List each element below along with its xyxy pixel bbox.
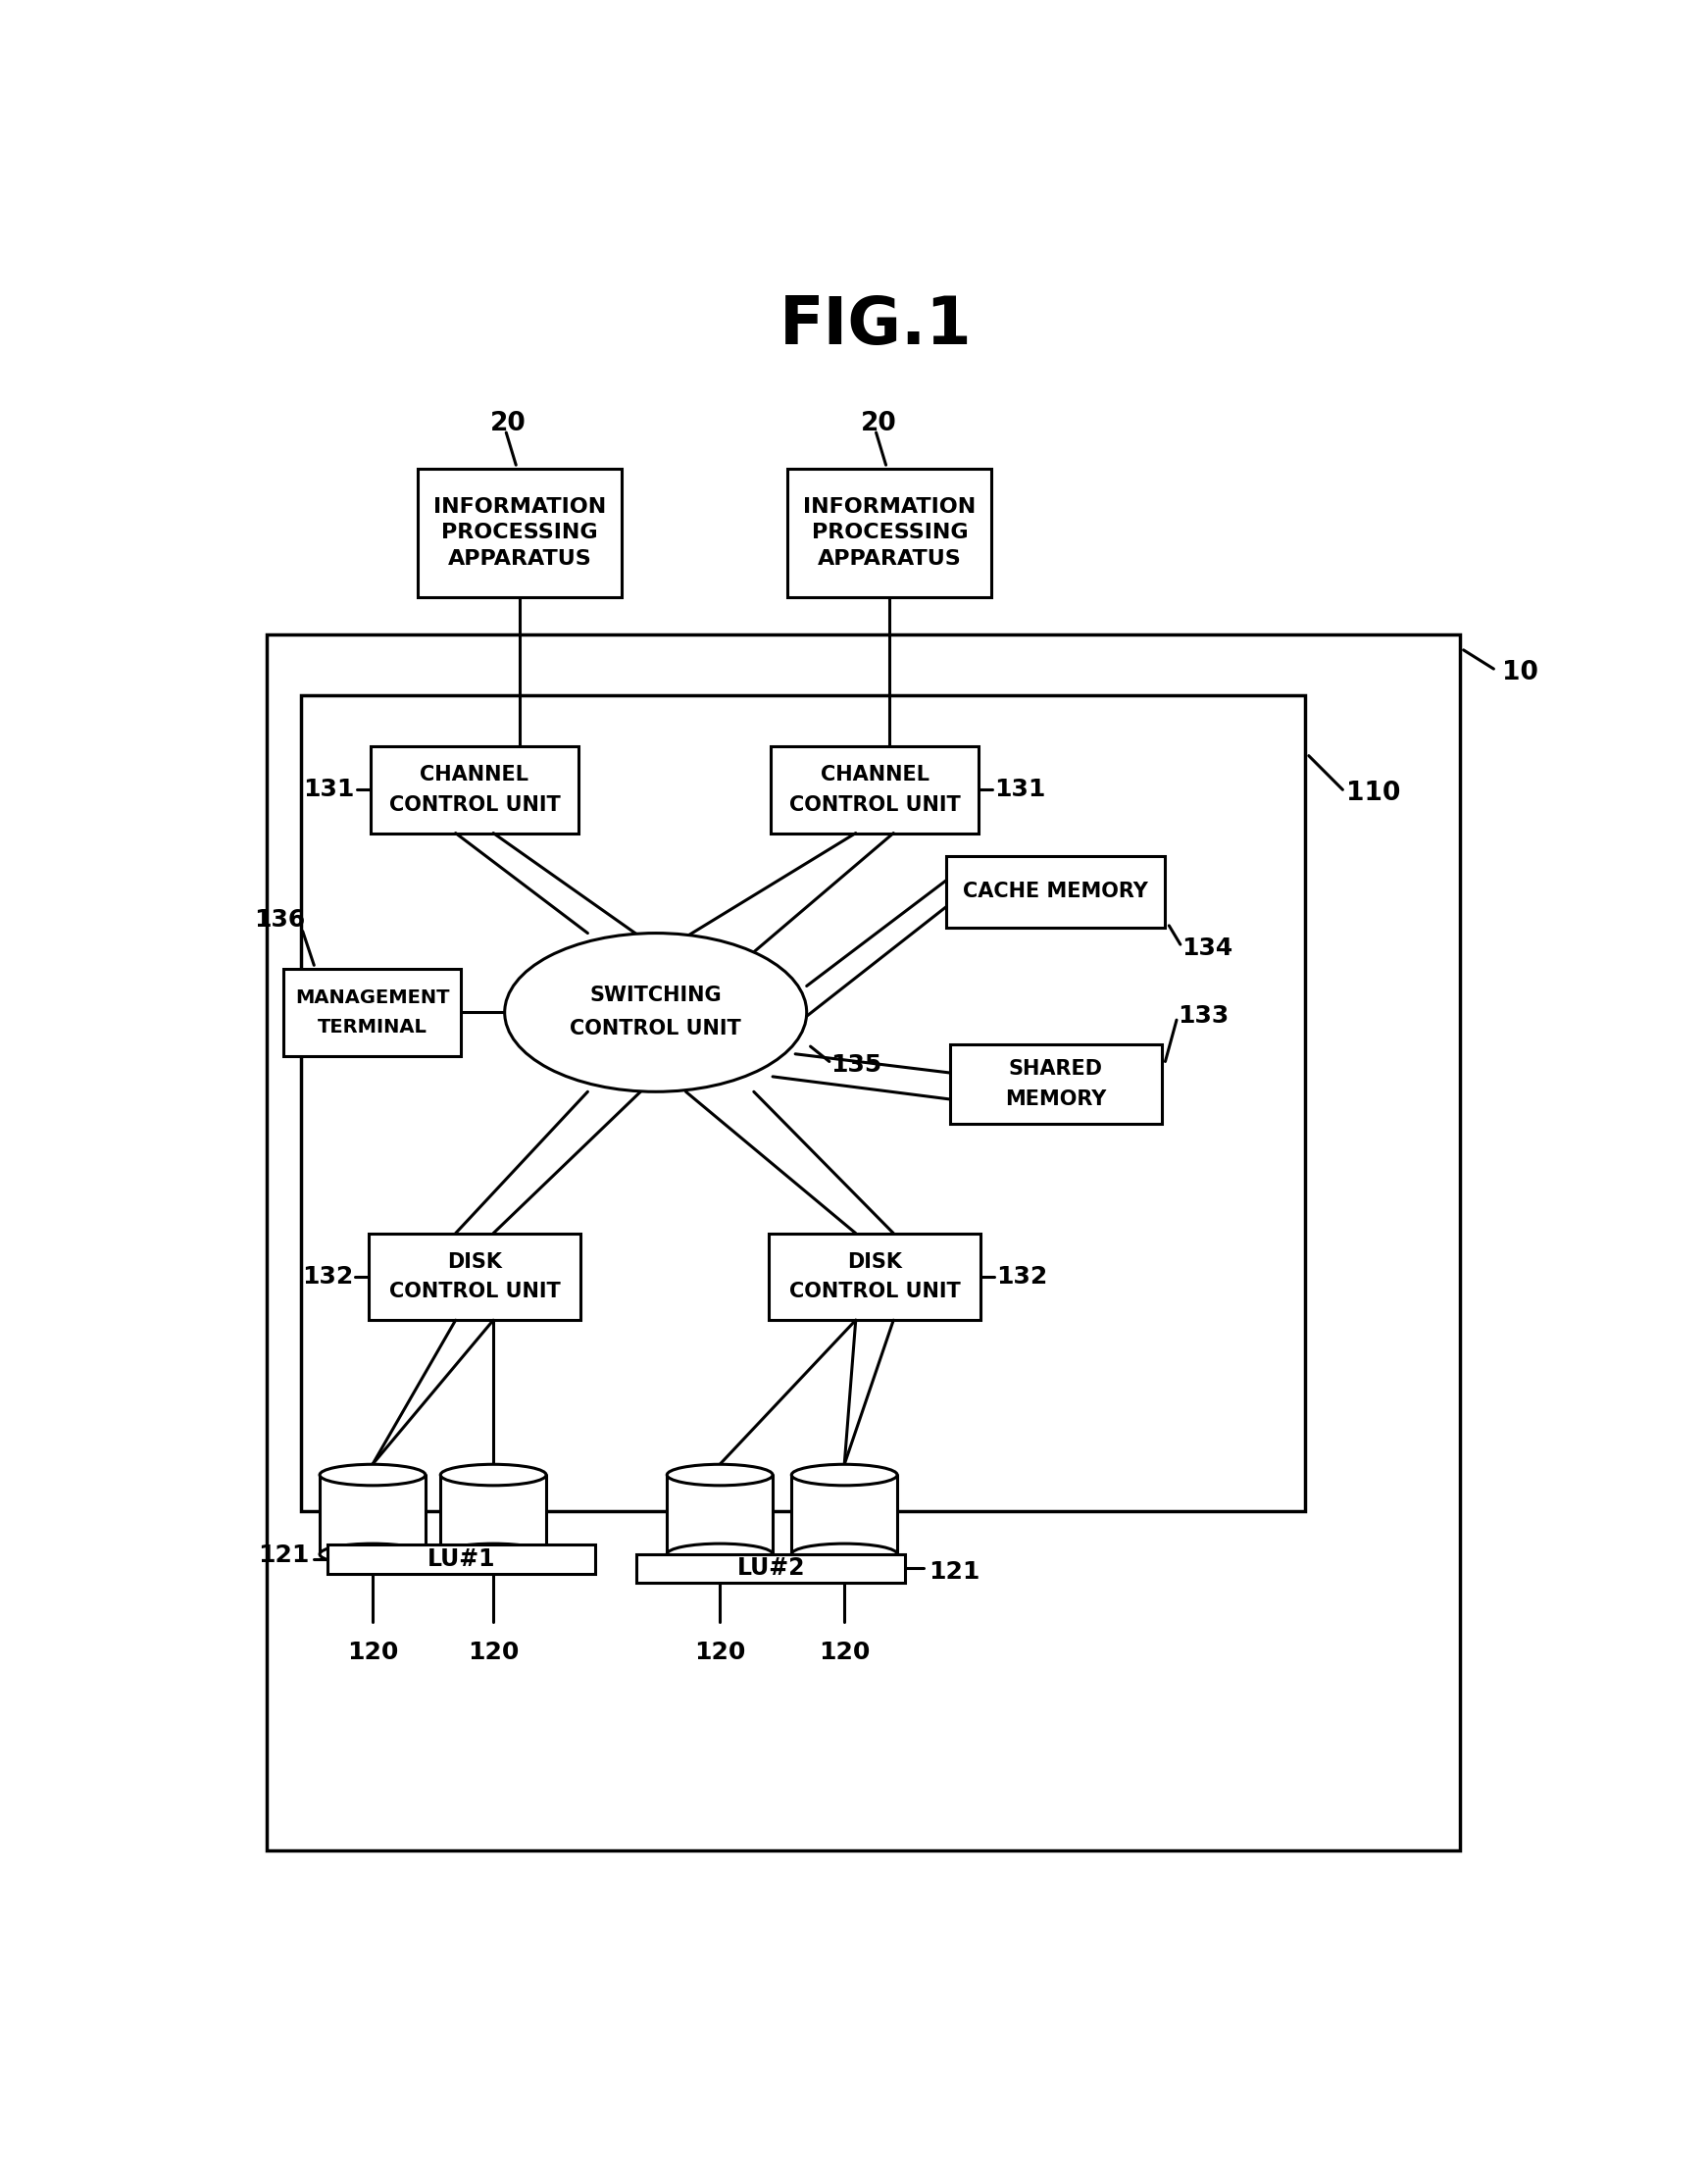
Text: PROCESSING: PROCESSING (811, 522, 968, 542)
Ellipse shape (441, 1543, 547, 1565)
Text: SHARED: SHARED (1009, 1060, 1103, 1079)
Text: APPARATUS: APPARATUS (447, 551, 591, 570)
Ellipse shape (441, 1464, 547, 1486)
Text: MEMORY: MEMORY (1004, 1090, 1107, 1110)
Bar (946, 855, 1165, 927)
Text: INFORMATION: INFORMATION (803, 496, 975, 516)
Bar (791, 1475, 897, 1554)
Text: CHANNEL: CHANNEL (820, 764, 929, 783)
Ellipse shape (319, 1464, 425, 1486)
Bar (441, 1475, 547, 1554)
Text: PROCESSING: PROCESSING (441, 522, 598, 542)
Text: CHANNEL: CHANNEL (420, 764, 529, 783)
Text: CONTROL UNIT: CONTROL UNIT (389, 794, 560, 814)
Ellipse shape (668, 1543, 772, 1565)
Ellipse shape (791, 1464, 897, 1486)
Text: 135: 135 (830, 1053, 881, 1077)
Bar (770, 746, 979, 833)
Text: 20: 20 (861, 411, 897, 435)
Text: 110: 110 (1346, 781, 1401, 805)
Bar (787, 468, 992, 596)
Text: 132: 132 (302, 1264, 354, 1288)
Text: SWITCHING: SWITCHING (589, 986, 722, 1005)
Bar (301, 696, 1305, 1510)
Text: 10: 10 (1501, 659, 1539, 685)
Text: APPARATUS: APPARATUS (818, 551, 962, 570)
Bar (319, 1475, 425, 1554)
Text: CONTROL UNIT: CONTROL UNIT (789, 794, 960, 814)
Bar (369, 1234, 581, 1321)
Text: 120: 120 (818, 1641, 869, 1665)
Text: TERMINAL: TERMINAL (318, 1018, 427, 1036)
Text: 120: 120 (347, 1641, 398, 1665)
Text: 131: 131 (994, 777, 1045, 801)
Ellipse shape (791, 1543, 897, 1565)
Text: INFORMATION: INFORMATION (434, 496, 606, 516)
Text: CONTROL UNIT: CONTROL UNIT (789, 1282, 960, 1301)
Bar (328, 1545, 596, 1573)
Text: 120: 120 (693, 1641, 745, 1665)
Text: LU#2: LU#2 (736, 1556, 804, 1580)
Text: 131: 131 (304, 777, 355, 801)
Text: 121: 121 (927, 1560, 980, 1584)
Bar (637, 1554, 905, 1582)
Text: DISK: DISK (447, 1251, 502, 1271)
Text: 120: 120 (468, 1641, 519, 1665)
Bar (371, 746, 579, 833)
Bar (284, 968, 461, 1055)
Ellipse shape (504, 934, 806, 1092)
Text: 121: 121 (258, 1543, 309, 1567)
Bar (266, 635, 1460, 1850)
Text: LU#1: LU#1 (427, 1547, 495, 1571)
Ellipse shape (319, 1543, 425, 1565)
Text: 132: 132 (996, 1264, 1047, 1288)
Text: CONTROL UNIT: CONTROL UNIT (389, 1282, 560, 1301)
Text: 134: 134 (1182, 936, 1233, 960)
Text: CACHE MEMORY: CACHE MEMORY (963, 881, 1148, 901)
Text: 136: 136 (254, 907, 306, 931)
Text: DISK: DISK (847, 1251, 902, 1271)
Text: FIG.1: FIG.1 (779, 294, 972, 357)
Bar (769, 1234, 980, 1321)
Bar (418, 468, 622, 596)
Bar (950, 1044, 1161, 1123)
Text: CONTROL UNIT: CONTROL UNIT (570, 1018, 741, 1038)
Ellipse shape (668, 1464, 772, 1486)
Text: 20: 20 (490, 411, 526, 435)
Text: 133: 133 (1177, 1005, 1228, 1027)
Text: MANAGEMENT: MANAGEMENT (295, 988, 449, 1007)
Bar (668, 1475, 772, 1554)
